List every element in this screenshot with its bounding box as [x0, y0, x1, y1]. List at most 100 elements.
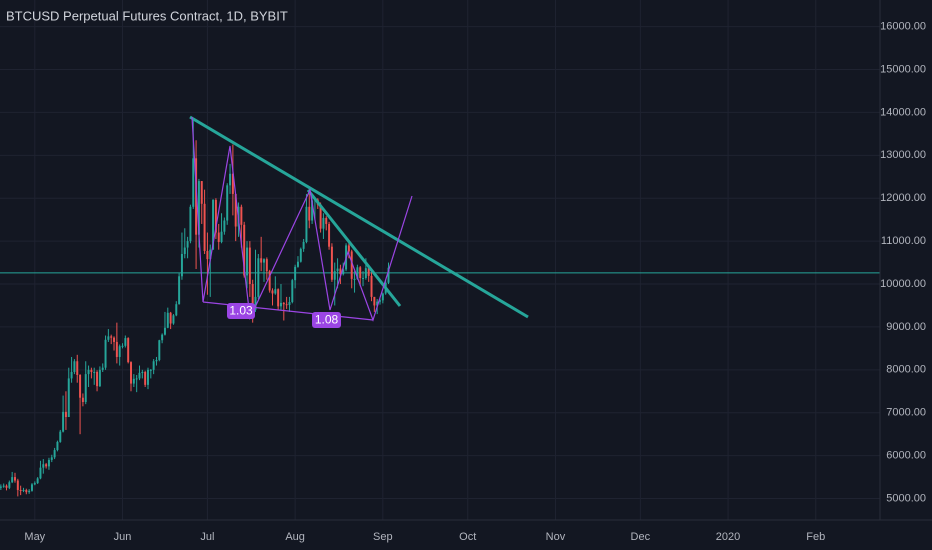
candle-body	[90, 369, 93, 372]
pattern-line	[191, 116, 413, 322]
candle-body	[356, 267, 359, 279]
candle-body	[291, 280, 294, 303]
candle-body	[47, 459, 50, 467]
candle-body	[155, 359, 158, 362]
candle-body	[186, 241, 189, 248]
candle-body	[294, 266, 297, 281]
candle-body	[268, 271, 271, 291]
candle-body	[319, 204, 322, 229]
candle-body	[180, 253, 183, 277]
candle-body	[45, 464, 48, 467]
y-tick-label: 13000.00	[880, 149, 926, 161]
candle-body	[62, 411, 65, 432]
candle-body	[325, 217, 328, 224]
candle-body	[50, 457, 53, 460]
y-tick-label: 5000.00	[886, 492, 926, 504]
x-tick-label: Oct	[459, 531, 476, 543]
candle-body	[30, 484, 33, 491]
candle-body	[110, 336, 113, 338]
candle-body	[166, 312, 169, 328]
candle-body	[141, 371, 144, 373]
candle-body	[87, 369, 90, 375]
candle-body	[367, 268, 370, 276]
candle-body	[146, 369, 149, 385]
y-tick-label: 16000.00	[880, 21, 926, 33]
candle-body	[39, 467, 42, 479]
candle-body	[84, 374, 87, 403]
candle-body	[28, 490, 31, 493]
trend-line	[306, 189, 402, 307]
candle-body	[158, 340, 161, 360]
candle-body	[257, 258, 260, 297]
candle-body	[299, 248, 302, 262]
candle-body	[305, 206, 308, 242]
y-tick-label: 11000.00	[881, 235, 926, 247]
x-tick-label: Feb	[806, 531, 825, 543]
candle-body	[16, 480, 19, 490]
candle-body	[104, 339, 107, 368]
candle-body	[8, 482, 11, 488]
candle-body	[322, 217, 325, 229]
candle-body	[302, 241, 305, 249]
y-tick-label: 8000.00	[886, 364, 926, 376]
candle-body	[138, 372, 141, 379]
y-tick-label: 6000.00	[886, 450, 926, 462]
x-tick-label: Jun	[114, 531, 132, 543]
x-tick-label: Dec	[631, 531, 651, 543]
x-tick-label: May	[24, 531, 45, 543]
grid	[0, 0, 880, 520]
candle-body	[118, 346, 121, 357]
candle-body	[36, 478, 39, 484]
candle-body	[226, 185, 229, 221]
candle-body	[183, 247, 186, 254]
candle-body	[175, 304, 178, 316]
candle-body	[121, 345, 124, 347]
candle-body	[113, 337, 116, 342]
candle-body	[328, 223, 331, 247]
candle-body	[271, 290, 274, 294]
candle-body	[333, 271, 336, 280]
candle-body	[53, 450, 56, 458]
candle-body	[330, 246, 333, 280]
candle-body	[282, 302, 285, 305]
candle-body	[311, 200, 314, 221]
candle-body	[347, 245, 350, 252]
candle-body	[152, 361, 155, 370]
candle-body	[107, 336, 110, 340]
candle-body	[339, 268, 342, 275]
candle-body	[359, 267, 362, 279]
candle-body	[214, 199, 217, 233]
candle-body	[279, 302, 282, 307]
x-tick-label: 2020	[716, 531, 740, 543]
candle-body	[203, 203, 206, 251]
candle-body	[296, 261, 299, 267]
candle-body	[240, 206, 243, 225]
candle-body	[370, 275, 373, 297]
candle-body	[67, 378, 70, 418]
candle-body	[200, 181, 203, 204]
drawings: 1.03 1.08	[189, 115, 529, 328]
candle-body	[132, 378, 135, 384]
candle-body	[11, 477, 14, 483]
candle-body	[178, 276, 181, 305]
candle-body	[115, 341, 118, 357]
y-tick-label: 12000.00	[880, 192, 926, 204]
candle-body	[376, 301, 379, 306]
candle-body	[277, 289, 280, 307]
candle-body	[288, 302, 291, 306]
candle-body	[254, 296, 257, 310]
candle-body	[169, 312, 172, 324]
annotation-box	[312, 312, 341, 328]
candle-body	[189, 206, 192, 242]
candle-body	[223, 220, 226, 232]
candle-body	[33, 483, 36, 485]
candle-body	[260, 258, 263, 263]
candle-body	[234, 193, 237, 227]
candle-body	[124, 338, 127, 346]
candle-body	[56, 441, 59, 451]
candle-body	[336, 268, 339, 272]
candle-body	[93, 371, 96, 373]
plot-area	[0, 117, 880, 497]
